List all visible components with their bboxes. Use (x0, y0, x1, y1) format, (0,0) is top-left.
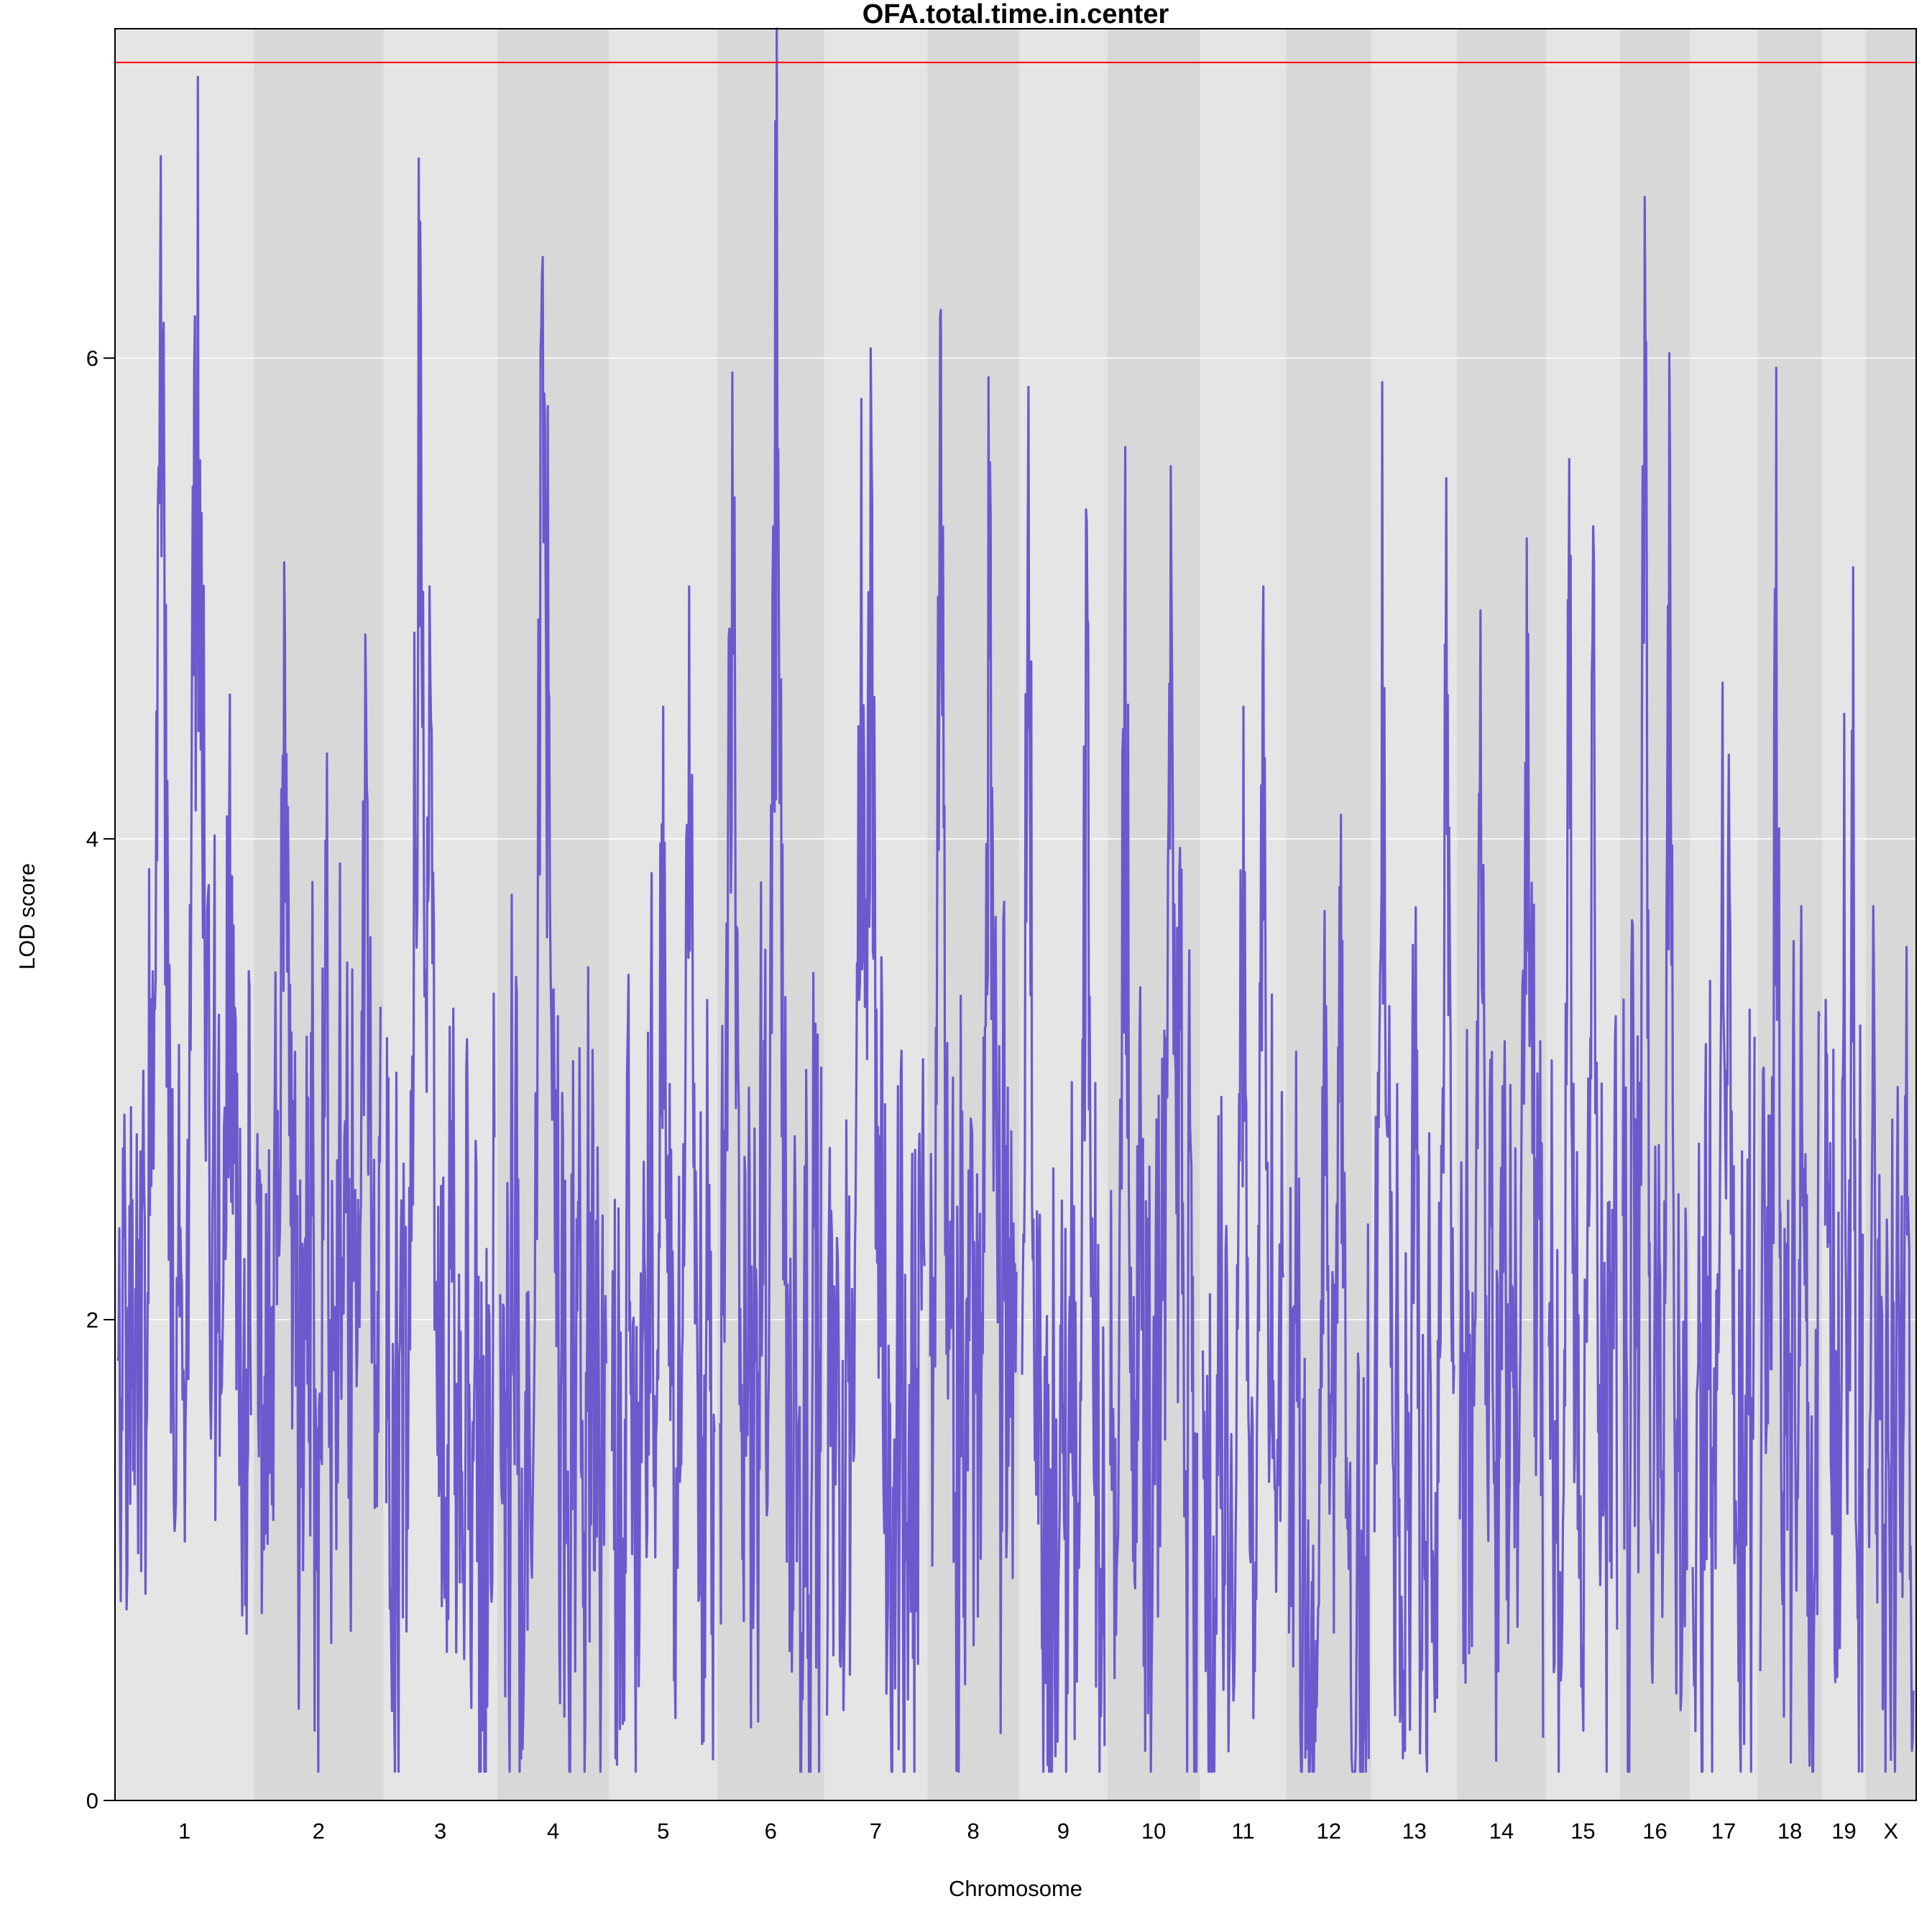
lod-line-chr-19 (1823, 566, 1864, 1773)
lod-line-chr-13 (1373, 381, 1455, 1773)
x-tick-label-10: 10 (1141, 1818, 1166, 1844)
chart-title: OFA.total.time.in.center (862, 0, 1169, 29)
lod-series (116, 27, 1915, 1773)
x-tick-label-19: 19 (1831, 1818, 1856, 1844)
lod-line-chr-10 (1109, 446, 1199, 1773)
y-axis-ticks: 0 2 4 6 (86, 346, 115, 1813)
x-axis-label: Chromosome (949, 1876, 1082, 1901)
x-tick-label-4: 4 (547, 1818, 559, 1844)
lod-line-chr-9 (1021, 385, 1106, 1773)
x-tick-label-16: 16 (1642, 1818, 1667, 1844)
x-tick-label-9: 9 (1057, 1818, 1070, 1844)
x-tick-label-X: X (1883, 1818, 1898, 1844)
lod-line-chr-6 (719, 27, 823, 1773)
x-tick-label-14: 14 (1489, 1818, 1514, 1844)
x-tick-label-5: 5 (657, 1818, 669, 1844)
lod-line-chr-4 (499, 256, 607, 1773)
x-tick-label-8: 8 (967, 1818, 979, 1844)
x-tick-label-11: 11 (1231, 1818, 1254, 1844)
x-tick-label-13: 13 (1402, 1818, 1426, 1844)
lod-line-chr-3 (385, 157, 496, 1773)
x-tick-label-7: 7 (870, 1818, 882, 1844)
x-tick-label-6: 6 (765, 1818, 777, 1844)
lod-line-chr-17 (1691, 681, 1756, 1773)
lod-line-chr-18 (1759, 367, 1821, 1773)
lod-line-chr-12 (1287, 814, 1370, 1773)
x-tick-label-2: 2 (313, 1818, 325, 1844)
x-tick-label-3: 3 (434, 1818, 446, 1844)
lod-line-chr-14 (1458, 537, 1545, 1762)
x-tick-label-1: 1 (178, 1818, 190, 1844)
lod-line-chr-11 (1201, 585, 1284, 1773)
y-tick-label-6: 6 (86, 346, 98, 371)
chromosome-band-4 (497, 29, 610, 1800)
lod-line-chr-7 (826, 347, 926, 1773)
lod-line-chr-16 (1622, 196, 1688, 1773)
x-axis-ticks: 1 2 3 4 5 6 7 8 9 10 11 12 13 14 15 16 17 18 19 X (178, 1818, 1899, 1844)
lod-line-chr-8 (929, 308, 1018, 1773)
y-axis-label: LOD score (14, 863, 40, 970)
x-tick-label-12: 12 (1317, 1818, 1341, 1844)
y-tick-label-0: 0 (86, 1788, 98, 1813)
chromosome-band-16 (1619, 29, 1690, 1800)
lod-line-chr-X (1867, 905, 1915, 1773)
y-tick-label-4: 4 (86, 827, 98, 852)
lod-line-chr-5 (610, 585, 716, 1773)
x-tick-label-18: 18 (1777, 1818, 1802, 1844)
x-tick-label-15: 15 (1570, 1818, 1595, 1844)
y-tick-label-2: 2 (86, 1307, 98, 1333)
lod-line-chr-2 (255, 561, 382, 1773)
plot-frame (114, 28, 1917, 1801)
lod-line-chr-1 (116, 75, 252, 1635)
lod-line-chr-15 (1547, 458, 1619, 1773)
x-tick-label-17: 17 (1711, 1818, 1736, 1844)
